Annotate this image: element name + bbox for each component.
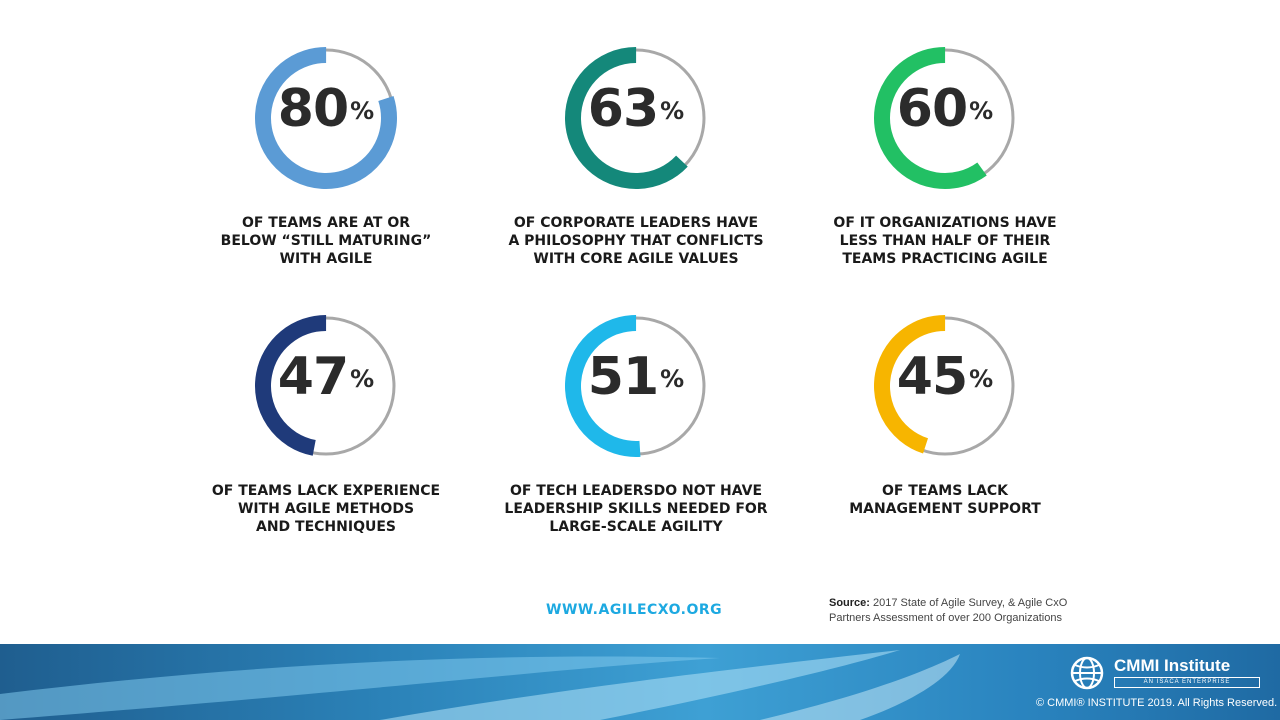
donut-arc-1 [255,47,397,189]
logo-tagline: AN ISACA ENTERPRISE [1114,677,1260,688]
donut-3: 60% [860,33,1030,203]
percent-sign: % [350,365,375,393]
caption-line: OF CORPORATE LEADERS HAVE [513,215,759,231]
stat-value-4: 47% [241,347,411,407]
donut-2: 63% [551,33,721,203]
percent-sign: % [969,97,994,125]
caption-line: WITH CORE AGILE VALUES [533,251,739,267]
caption-line: LARGE-SCALE AGILITY [549,519,723,535]
donut-5: 51% [551,301,721,471]
stat-value-5: 51% [551,347,721,407]
footer-band [0,644,1280,720]
caption-line: OF TEAMS LACK EXPERIENCE [211,483,441,499]
donut-svg-2 [565,47,707,189]
stat-caption-4: OF TEAMS LACK EXPERIENCE WITH AGILE METHO… [166,482,486,536]
stat-value-3: 60% [860,79,1030,139]
caption-line: WITH AGILE METHODS [237,501,415,517]
cmmi-logo: CMMI Institute AN ISACA ENTERPRISE [1070,656,1260,690]
stat-number: 80 [277,79,349,139]
stat-number: 45 [896,347,968,407]
caption-line: MANAGEMENT SUPPORT [849,501,1041,517]
stat-value-1: 80% [241,79,411,139]
logo-name: CMMI Institute [1114,656,1231,675]
donut-arc-4 [255,315,397,457]
stat-number: 51 [587,347,659,407]
percent-sign: % [660,365,685,393]
donut-svg-4 [255,315,397,457]
caption-line: LESS THAN HALF OF THEIR [839,233,1051,249]
caption-line: A PHILOSOPHY THAT CONFLICTS [508,233,764,249]
donut-arc-5 [565,315,707,457]
donut-6: 45% [860,301,1030,471]
donut-1: 80% [241,33,411,203]
donut-arc-3 [874,46,1016,189]
caption-line: OF TEAMS LACK [881,483,1009,499]
stat-number: 47 [277,347,349,407]
caption-line: AND TECHNIQUES [256,519,396,535]
stat-caption-3: OF IT ORGANIZATIONS HAVE LESS THAN HALF O… [785,214,1105,268]
donut-4: 47% [241,301,411,471]
percent-sign: % [660,97,685,125]
caption-line: BELOW “STILL MATURING” [220,233,432,249]
website-url[interactable]: WWW.AGILECXO.ORG [546,602,723,618]
source-line-1: 2017 State of Agile Survey, & Agile CxO [873,597,1068,609]
caption-line: LEADERSHIP SKILLS NEEDED FOR [504,501,768,517]
donut-svg-6 [873,315,1016,457]
donut-svg-5 [565,315,707,457]
donut-svg-3 [874,46,1016,189]
caption-line: OF TECH LEADERSDO NOT HAVE [509,483,763,499]
percent-sign: % [969,365,994,393]
donut-arc-6 [873,315,1016,457]
stat-number: 60 [896,79,968,139]
copyright-text: © CMMI® INSTITUTE 2019. All Rights Reser… [1036,697,1278,709]
source-note: Source: 2017 State of Agile Survey, & Ag… [829,596,1067,626]
source-label: Source: [829,597,870,609]
donut-arc-2 [565,47,707,189]
donut-svg-1 [255,47,397,189]
caption-line: WITH AGILE [279,251,373,267]
stat-value-6: 45% [860,347,1030,407]
stat-caption-2: OF CORPORATE LEADERS HAVE A PHILOSOPHY TH… [476,214,796,268]
caption-line: TEAMS PRACTICING AGILE [842,251,1048,267]
caption-line: OF IT ORGANIZATIONS HAVE [833,215,1057,231]
stat-caption-1: OF TEAMS ARE AT OR BELOW “STILL MATURING”… [166,214,486,268]
caption-line: OF TEAMS ARE AT OR [241,215,411,231]
percent-sign: % [350,97,375,125]
stat-number: 63 [587,79,659,139]
stat-caption-5: OF TECH LEADERSDO NOT HAVE LEADERSHIP SKI… [476,482,796,536]
globe-icon [1070,656,1104,690]
stat-value-2: 63% [551,79,721,139]
source-line-2: Partners Assessment of over 200 Organiza… [829,612,1062,624]
footer-swoosh [0,650,960,720]
stat-caption-6: OF TEAMS LACK MANAGEMENT SUPPORT [785,482,1105,518]
